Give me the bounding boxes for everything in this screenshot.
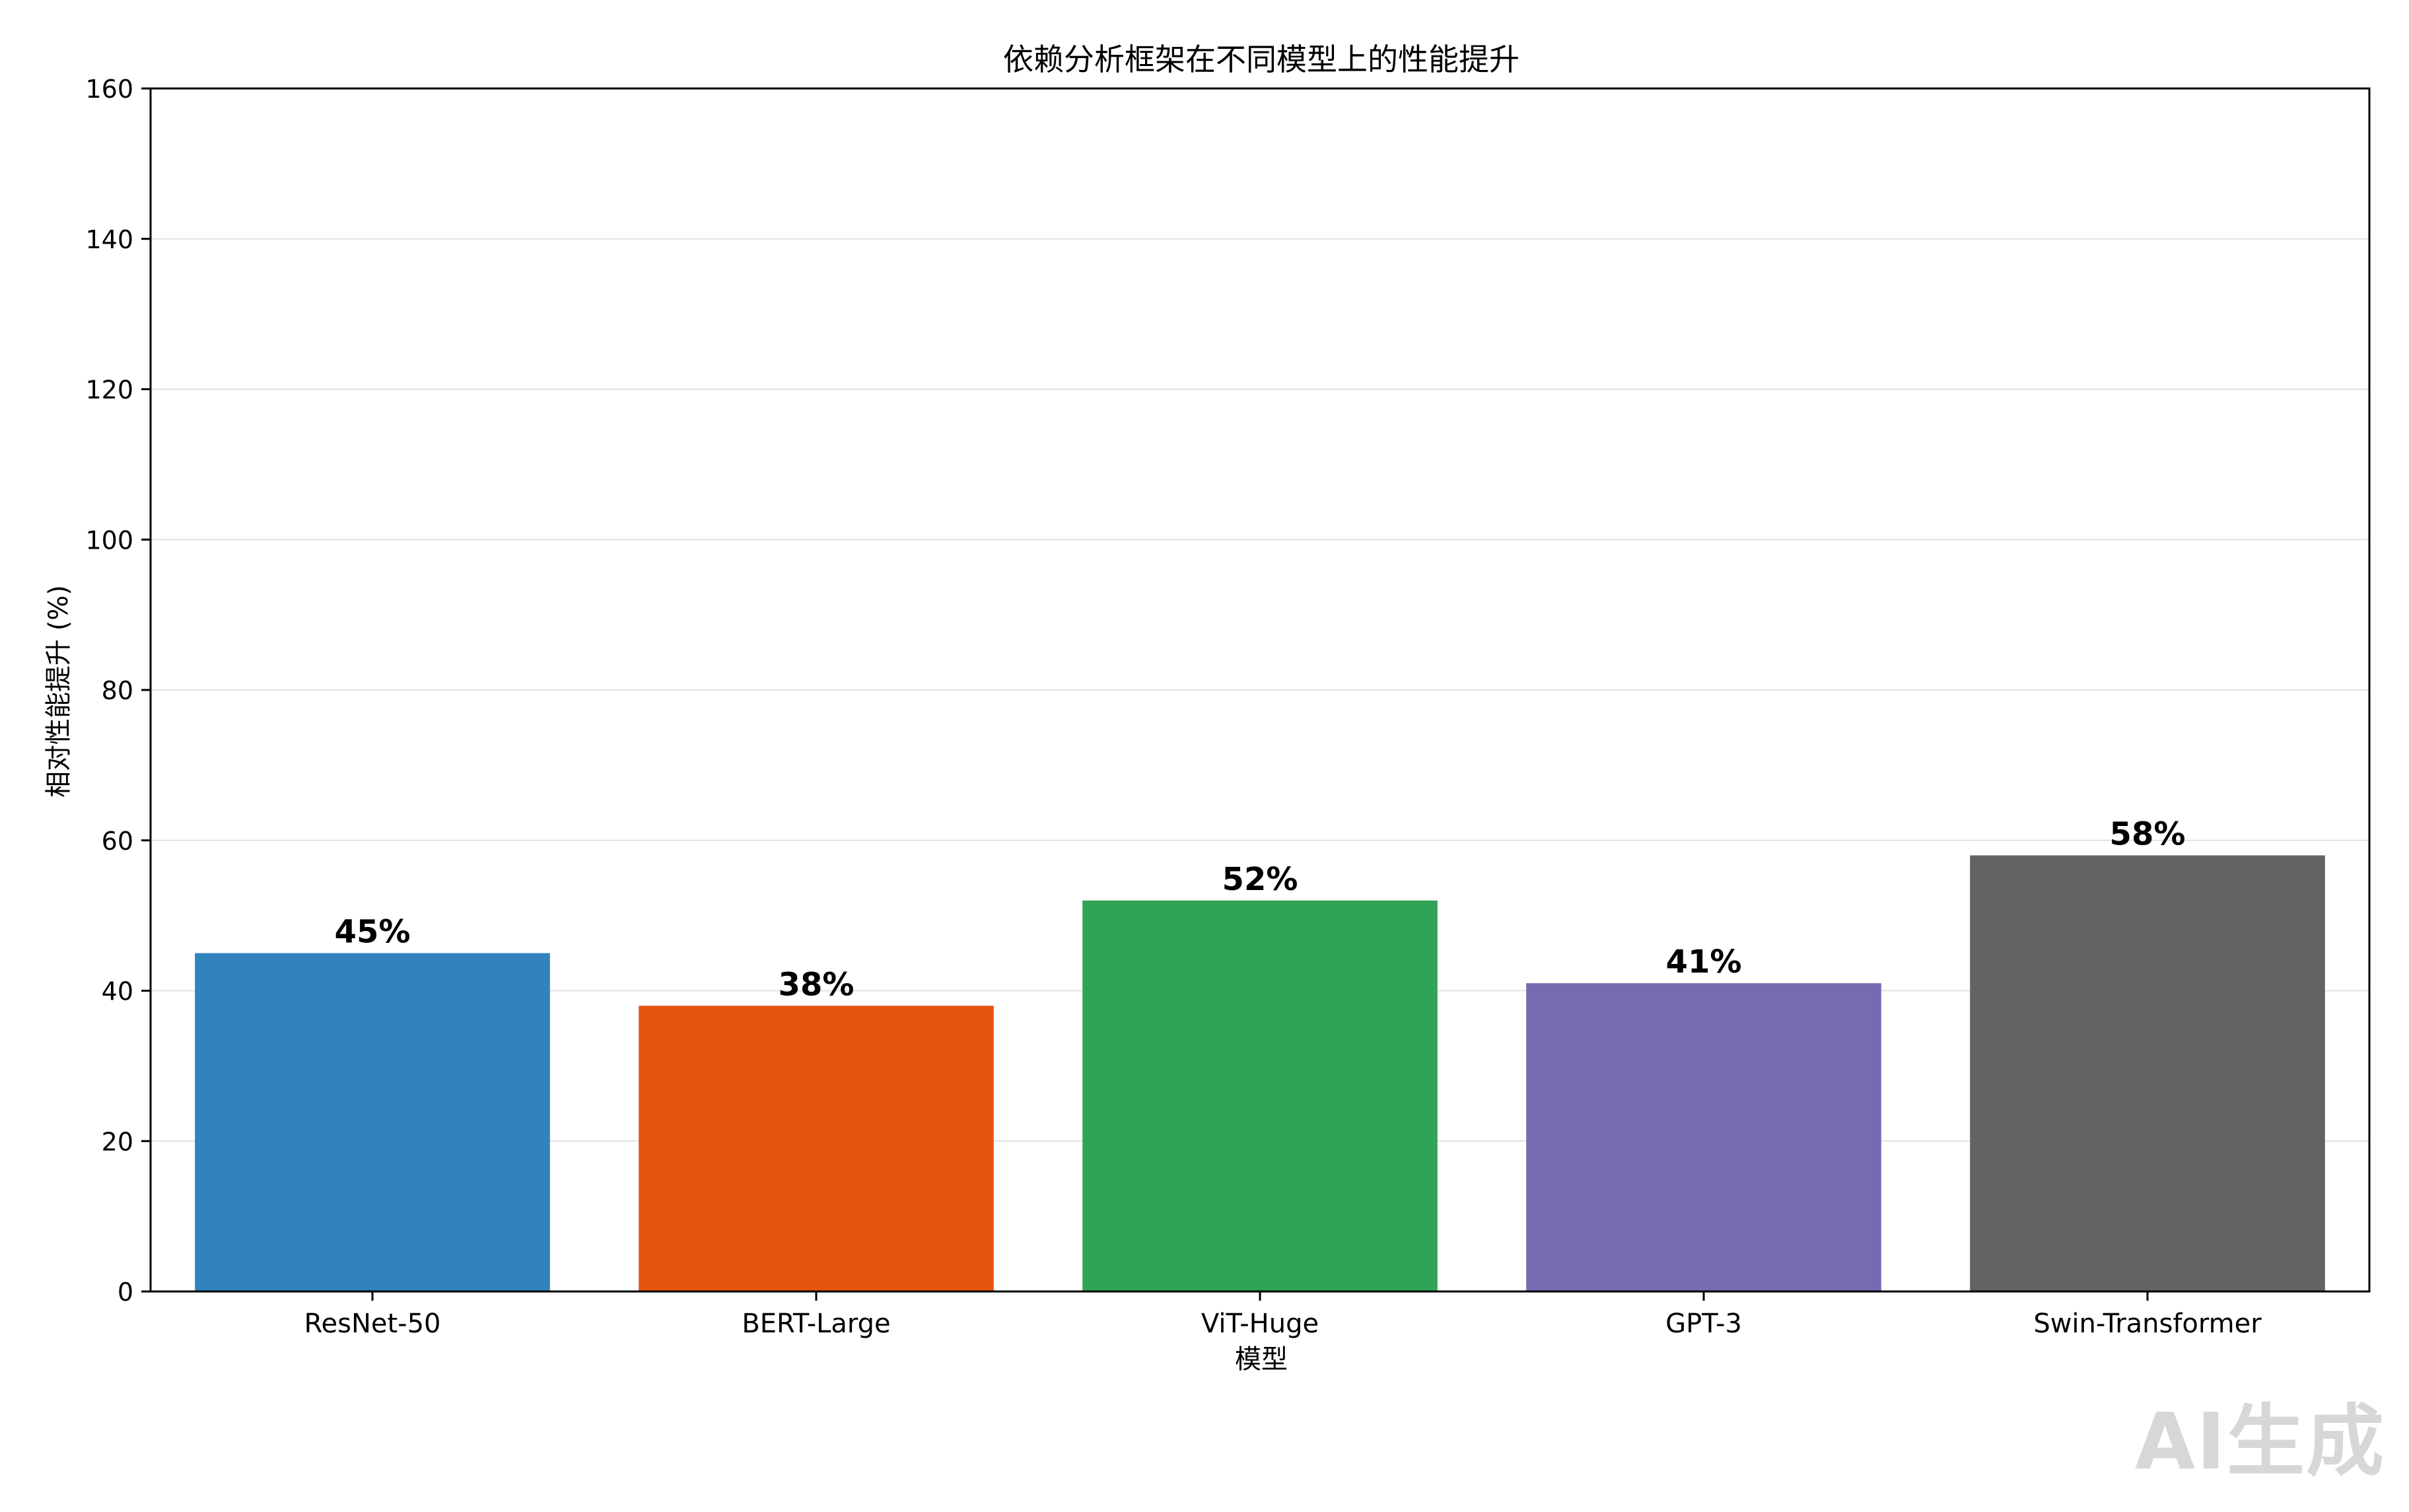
x-axis: ResNet-50 BERT-Large ViT-Huge GPT-3 Swin-Tra… [304, 1291, 2262, 1339]
y-tick-label: 140 [85, 225, 133, 254]
y-tick-label: 100 [85, 526, 133, 555]
y-axis-label: 相对性能提升 (%) [44, 585, 74, 798]
bar-value-label: 52% [1222, 861, 1298, 898]
y-tick-label: 0 [118, 1278, 133, 1307]
x-tick-label: BERT-Large [742, 1309, 890, 1339]
y-tick-label: 120 [85, 376, 133, 405]
y-axis: 0 20 40 60 80 100 120 140 160 [85, 75, 151, 1307]
bar [1970, 855, 2325, 1291]
bars [195, 855, 2325, 1291]
bar [195, 953, 550, 1291]
bar [639, 1006, 994, 1291]
y-tick-label: 60 [102, 827, 133, 856]
x-axis-label: 模型 [1235, 1344, 1288, 1375]
y-tick-label: 160 [85, 75, 133, 104]
ai-generated-watermark: AI生成 [2134, 1396, 2385, 1487]
bar-value-label: 45% [335, 914, 411, 951]
x-tick-label: ViT-Huge [1201, 1309, 1319, 1339]
bar-value-label: 38% [779, 966, 855, 1003]
bar [1526, 983, 1881, 1291]
y-tick-label: 20 [102, 1127, 133, 1156]
y-tick-label: 40 [102, 977, 133, 1006]
x-tick-label: GPT-3 [1665, 1309, 1742, 1339]
bar-value-label: 41% [1666, 944, 1742, 980]
chart-title: 依赖分析框架在不同模型上的性能提升 [1003, 42, 1519, 77]
y-tick-label: 80 [102, 676, 133, 705]
x-tick-label: Swin-Transformer [2033, 1309, 2262, 1339]
bar-value-label: 58% [2110, 816, 2186, 853]
x-tick-label: ResNet-50 [304, 1309, 441, 1339]
bar-value-labels: 45% 38% 52% 41% 58% [335, 816, 2186, 1004]
bar [1082, 900, 1438, 1291]
